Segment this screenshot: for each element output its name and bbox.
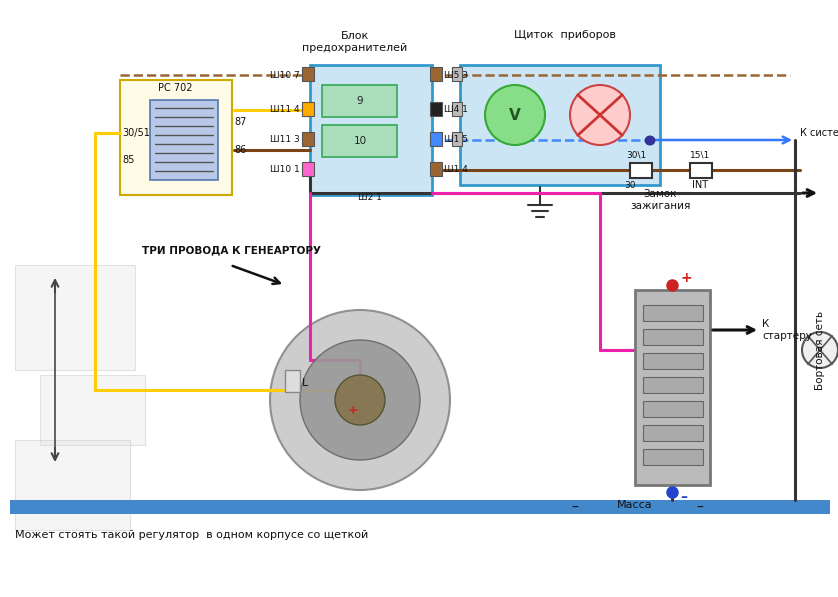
Text: 85: 85 [122, 155, 134, 165]
Bar [310, 65, 432, 195]
Bar [630, 163, 652, 178]
Text: Ш1 4: Ш1 4 [444, 165, 468, 174]
Bar [302, 102, 314, 116]
Text: Может стоять такой регулятор  в одном корпусе со щеткой: Может стоять такой регулятор в одном кор… [15, 530, 368, 540]
Bar [430, 67, 442, 81]
Text: Блок
предохранителей: Блок предохранителей [303, 31, 407, 53]
Text: +: + [680, 271, 691, 285]
Circle shape [300, 340, 420, 460]
Bar [643, 329, 703, 345]
Bar [322, 85, 397, 117]
Text: V: V [510, 107, 521, 122]
Text: –: – [696, 501, 703, 515]
Text: 86: 86 [234, 145, 246, 155]
Text: –: – [572, 501, 578, 515]
Text: Масса: Масса [618, 500, 653, 510]
Text: Замок
зажигания: Замок зажигания [630, 189, 691, 211]
Text: Ш10 7: Ш10 7 [270, 70, 300, 79]
Text: 10: 10 [354, 136, 366, 146]
Text: Ш1 5: Ш1 5 [444, 136, 468, 144]
Bar [460, 65, 660, 185]
Bar [643, 377, 703, 393]
Text: 87: 87 [234, 117, 246, 127]
Text: Ш11 3: Ш11 3 [270, 136, 300, 144]
Bar [635, 290, 710, 485]
Bar [10, 500, 830, 514]
Circle shape [570, 85, 630, 145]
Text: INT: INT [692, 180, 708, 190]
Bar [643, 305, 703, 321]
Text: РС 702: РС 702 [158, 83, 192, 93]
Text: Бортовая сеть: Бортовая сеть [815, 310, 825, 390]
Bar [15, 265, 135, 370]
Text: 30: 30 [624, 180, 636, 189]
Bar [643, 449, 703, 465]
Circle shape [335, 375, 385, 425]
Text: Ш5 3: Ш5 3 [444, 70, 468, 79]
Bar [15, 440, 130, 530]
Text: К
стартеру: К стартеру [762, 319, 812, 341]
Bar [430, 102, 442, 116]
Bar [690, 163, 712, 178]
Text: К системе зажигания: К системе зажигания [800, 128, 838, 138]
Bar [40, 375, 145, 445]
Bar [430, 132, 442, 146]
Circle shape [270, 310, 450, 490]
Text: L: L [302, 378, 308, 388]
Text: 15\1: 15\1 [690, 150, 710, 159]
Bar [643, 401, 703, 417]
Text: +: + [348, 404, 359, 417]
Text: 30\1: 30\1 [626, 150, 646, 159]
Text: Ш2 1: Ш2 1 [358, 193, 382, 202]
Bar [452, 67, 462, 81]
Bar [452, 132, 462, 146]
Text: 9: 9 [357, 96, 364, 106]
Bar [643, 425, 703, 441]
Bar [430, 162, 442, 176]
Bar [452, 102, 462, 116]
Bar [322, 125, 397, 157]
Bar [302, 67, 314, 81]
Text: ТРИ ПРОВОДА К ГЕНЕАРТОРУ: ТРИ ПРОВОДА К ГЕНЕАРТОРУ [142, 245, 321, 255]
Bar [302, 162, 314, 176]
Bar [150, 100, 218, 180]
Text: –: – [680, 490, 687, 504]
Bar [120, 80, 232, 195]
Text: Щиток  приборов: Щиток приборов [514, 30, 616, 40]
Text: Ш11 4: Ш11 4 [271, 106, 300, 115]
Bar [643, 353, 703, 369]
Circle shape [802, 332, 838, 368]
Bar [302, 132, 314, 146]
Text: Ш4 1: Ш4 1 [444, 106, 468, 115]
Text: 30/51: 30/51 [122, 128, 150, 138]
Text: Ш10 1: Ш10 1 [270, 165, 300, 174]
Circle shape [485, 85, 545, 145]
Bar [285, 370, 300, 392]
